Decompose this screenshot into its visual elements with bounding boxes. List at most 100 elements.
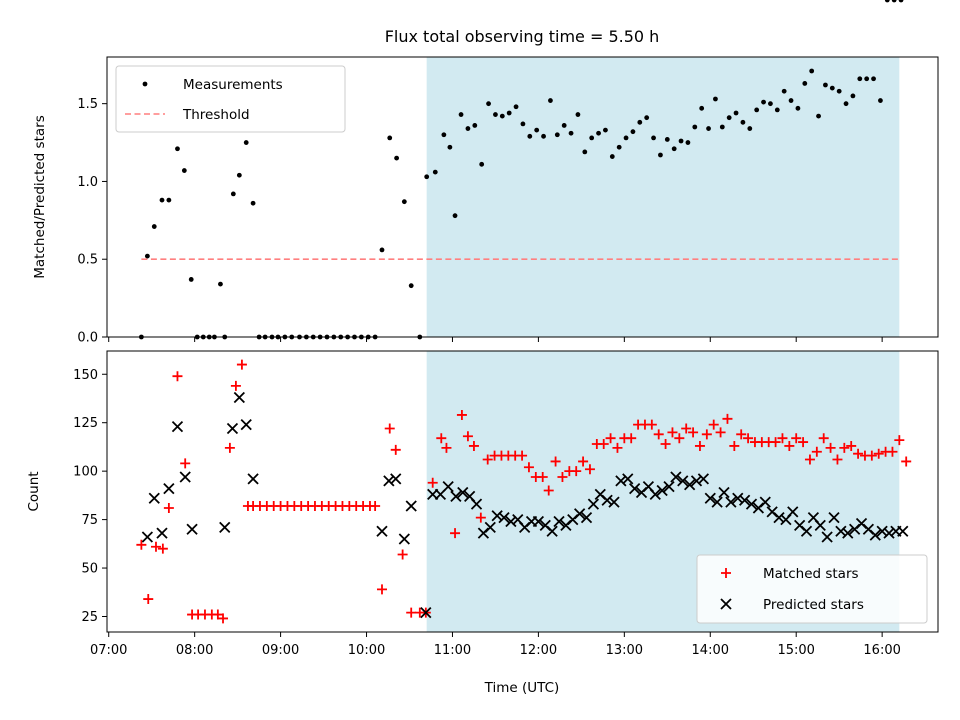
measurement-point xyxy=(144,253,150,259)
predicted-point xyxy=(553,515,565,528)
predicted-point xyxy=(739,494,751,506)
measurement-point xyxy=(175,146,180,152)
measurement-point xyxy=(166,197,172,203)
measurement-point xyxy=(685,140,691,145)
y-tick-label: 75 xyxy=(81,513,98,528)
measurement-point xyxy=(699,105,705,111)
predicted-point xyxy=(226,422,239,435)
measurement-point xyxy=(623,135,629,141)
predicted-point xyxy=(629,482,641,495)
predicted-point xyxy=(697,473,710,485)
measurement-point xyxy=(452,213,458,219)
matched-point xyxy=(427,477,438,488)
measurement-point xyxy=(582,149,588,155)
predicted-point xyxy=(442,481,454,493)
measurement-point xyxy=(664,137,670,142)
matched-point xyxy=(825,442,836,453)
measurement-point xyxy=(878,98,883,103)
measurement-point xyxy=(761,99,766,105)
matched-point xyxy=(612,442,623,453)
measurement-point xyxy=(561,123,567,128)
predicted-point xyxy=(759,496,771,508)
matched-point xyxy=(376,584,387,595)
matched-point xyxy=(571,466,582,477)
predicted-point xyxy=(141,531,154,543)
matched-point xyxy=(681,423,692,434)
measurement-point xyxy=(747,126,753,131)
predicted-point xyxy=(842,527,854,539)
predicted-point xyxy=(587,498,600,510)
matched-point xyxy=(543,485,554,496)
measurement-point xyxy=(447,144,453,150)
matched-point xyxy=(701,429,712,440)
measurement-point xyxy=(651,135,656,141)
predicted-point xyxy=(677,475,689,487)
measurement-point xyxy=(250,200,256,206)
legend-marker xyxy=(721,568,731,578)
predicted-point xyxy=(897,525,909,537)
predicted-point xyxy=(376,525,388,537)
measurement-point xyxy=(871,76,876,82)
y-tick-label: 0.0 xyxy=(77,331,98,346)
y-tick-label: 150 xyxy=(73,368,98,383)
matched-point xyxy=(218,613,229,624)
matched-point xyxy=(873,448,884,459)
y-tick-label: 100 xyxy=(73,465,98,480)
matched-point xyxy=(456,409,467,420)
measurement-point xyxy=(823,82,828,88)
matched-point xyxy=(482,454,493,465)
top-observing-window xyxy=(426,57,900,337)
matched-point xyxy=(791,433,802,444)
predicted-point xyxy=(240,419,252,431)
measurement-point xyxy=(658,152,663,158)
measurement-point xyxy=(678,138,684,144)
matched-point xyxy=(230,380,241,391)
measurement-point xyxy=(236,172,242,178)
predicted-point xyxy=(398,533,410,545)
predicted-point xyxy=(622,473,634,485)
predicted-point xyxy=(704,492,716,504)
legend-box xyxy=(115,65,346,133)
predicted-point xyxy=(219,521,231,533)
x-tick-label: 14:00 xyxy=(692,643,729,658)
predicted-point xyxy=(450,490,462,502)
predicted-point xyxy=(601,494,613,506)
matched-point xyxy=(397,549,408,560)
predicted-point xyxy=(732,492,744,504)
predicted-point xyxy=(546,525,558,537)
matched-point xyxy=(846,440,857,451)
predicted-point xyxy=(390,473,402,485)
predicted-point xyxy=(420,606,432,619)
legend-label: Measurements xyxy=(183,77,283,93)
measurement-point xyxy=(802,81,808,86)
x-tick-label: 13:00 xyxy=(606,643,643,658)
series-matched-stars xyxy=(136,359,912,624)
predicted-point xyxy=(684,479,696,491)
predicted-point xyxy=(656,484,668,497)
predicted-point xyxy=(725,496,737,508)
matched-point xyxy=(832,454,843,465)
legend-marker xyxy=(142,81,148,87)
matched-point xyxy=(172,371,183,382)
measurement-point xyxy=(387,135,393,141)
predicted-point xyxy=(718,486,730,499)
measurement-point xyxy=(394,155,400,161)
matched-point xyxy=(468,440,479,451)
measurement-point xyxy=(534,127,540,133)
legend-marker xyxy=(720,598,732,610)
measurement-point xyxy=(499,113,505,119)
predicted-point xyxy=(233,391,245,404)
matched-point xyxy=(557,471,568,482)
x-tick-label: 07:00 xyxy=(90,643,127,658)
matched-point xyxy=(157,543,168,554)
matched-point xyxy=(180,458,191,469)
predicted-point xyxy=(156,527,168,539)
measurement-point xyxy=(706,126,711,131)
legend-label: Predicted stars xyxy=(763,597,864,613)
matched-point xyxy=(370,501,381,512)
y-axis-label: Count xyxy=(26,471,42,511)
y-tick-label: 1.0 xyxy=(77,175,98,190)
measurement-point xyxy=(864,76,870,82)
matched-point xyxy=(150,541,161,552)
